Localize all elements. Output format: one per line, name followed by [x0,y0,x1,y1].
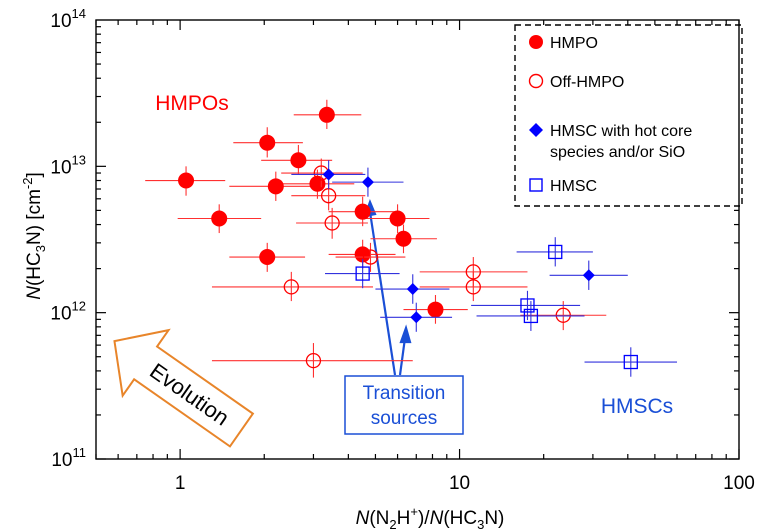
x-axis-label-sup1: + [410,504,418,519]
x-axis-label-n2: N [430,508,444,529]
legend-marker-hmsc-hot-core [529,123,543,137]
y-tick-label-base: 10 [50,304,71,325]
y-axis-label-sub: 3 [33,245,48,252]
point-hmpo [267,178,284,195]
y-axis-label-n: N [24,286,45,300]
y-axis-label: N(HC3N) [cm-2] [20,172,48,300]
point-hmsc [520,298,535,313]
x-axis-label-open2: (HC [443,508,477,529]
point-hmpo [318,106,335,123]
x-tick-label: 10 [449,473,470,494]
y-axis-label-end: ] [24,172,45,177]
y-axis-label-open: (HC [24,252,45,286]
point-hmsc-hot-core [406,283,419,296]
legend-label-hmsc-hot-core-line1: HMSC with hot core [550,123,692,140]
y-tick-label-exp: 11 [73,445,87,460]
point-hmsc [548,244,563,260]
point-hmpo [354,203,371,220]
point-hmpo [211,210,228,227]
legend-marker-hmpo [529,35,543,49]
x-tick-label: 100 [723,473,755,494]
series-3 [325,237,678,377]
point-off-hmpo [283,279,299,295]
point-hmpo [178,172,195,189]
evolution-arrow: Evolution [113,328,255,448]
y-tick-label: 1011 [51,445,86,471]
point-hmsc [523,308,539,324]
y-tick-label-base: 10 [50,157,71,178]
transition-box [344,375,464,435]
x-axis-label-close2: N) [484,508,504,529]
point-off-hmpo [324,215,340,231]
x-axis-label: N(N2H+)/N(HC3N) [356,504,505,532]
point-hmpo [259,249,276,266]
legend-box [514,24,743,207]
point-off-hmpo [555,307,571,323]
y-tick-label-exp: 13 [72,152,86,167]
hmpos-annotation: HMPOs [155,92,229,115]
y-tick-label: 1014 [50,6,86,32]
point-hmpo [395,230,412,247]
data-points [145,99,678,378]
y-tick-label-base: 10 [51,450,72,471]
point-hmpo [259,134,276,151]
legend-label-hmpo: HMPO [550,35,598,52]
legend-label-hmsc: HMSC [550,178,597,195]
y-tick-label: 1013 [50,152,86,178]
evolution-arrow-shape [113,328,255,448]
x-axis-label-sub1: 2 [389,517,396,532]
y-tick-label-exp: 14 [72,6,86,21]
point-hmpo [427,301,444,318]
point-off-hmpo [465,279,481,295]
transition-arrow-line-low [398,337,407,376]
legend: HMPO Off-HMPO HMSC with hot core species… [514,24,743,207]
point-hmsc [623,354,638,370]
y-axis-label-sup: -2 [20,178,35,190]
transition-arrow-line-up [368,211,397,376]
legend-marker-hmsc [529,178,543,192]
y-tick-label: 1012 [50,299,86,325]
point-off-hmpo [362,249,379,265]
x-tick-label: 1 [175,473,186,494]
x-axis-label-open1: (N [369,508,389,529]
point-hmsc-hot-core [361,176,374,189]
point-hmsc [355,266,370,281]
y-axis-label-close: N) [cm [24,189,45,245]
series-0 [145,99,468,324]
x-axis-label-sub2: 3 [477,517,484,532]
point-hmsc-hot-core [410,311,423,324]
transition-label-line2: sources [371,408,438,429]
transition-label-line1: Transition [363,383,446,404]
plot-frame [95,19,740,460]
legend-marker-off-hmpo [528,73,544,89]
legend-label-hmsc-hot-core-line2: species and/or SiO [550,144,685,161]
y-tick-label-base: 10 [50,11,71,32]
hmscs-annotation: HMSCs [601,395,673,418]
point-hmpo [389,210,406,227]
x-axis-label-mid1: H [397,508,411,529]
point-hmsc-hot-core [582,269,595,282]
point-off-hmpo [465,264,481,280]
point-off-hmpo [305,352,322,369]
y-tick-label-exp: 12 [72,299,86,314]
transition-arrow-head-low [399,324,412,344]
point-hmsc-hot-core [322,168,335,181]
x-axis-label-n1: N [356,508,370,529]
series-2 [291,160,628,332]
point-hmpo [290,152,307,169]
x-axis-label-close1: )/ [418,508,430,529]
legend-label-off-hmpo: Off-HMPO [550,74,624,91]
